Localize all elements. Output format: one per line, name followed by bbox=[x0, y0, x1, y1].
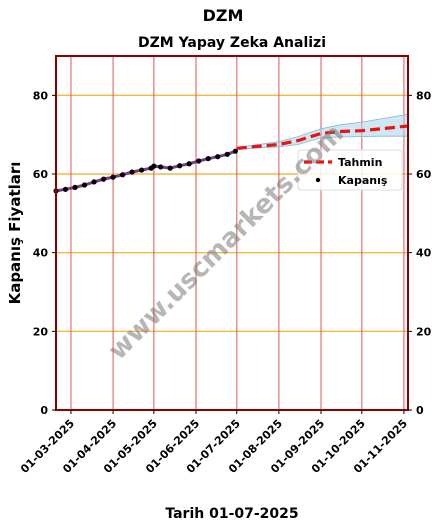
legend-forecast-label: Tahmin bbox=[338, 156, 382, 169]
close-price-point bbox=[72, 184, 78, 190]
x-axis-label: Tarih 01-07-2025 bbox=[165, 506, 299, 522]
y-tick-label-left: 0 bbox=[40, 404, 48, 417]
close-price-point bbox=[215, 154, 221, 160]
y-axis-label: Kapanış Fiyatları bbox=[6, 162, 24, 305]
close-price-point bbox=[177, 163, 183, 169]
close-price-point bbox=[151, 163, 157, 169]
close-price-point bbox=[224, 151, 230, 157]
close-price-point bbox=[129, 169, 135, 175]
close-price-point bbox=[186, 161, 192, 167]
plot-area bbox=[56, 56, 408, 410]
close-price-point bbox=[232, 148, 238, 154]
y-tick-label-left: 40 bbox=[33, 247, 49, 260]
y-tick-label-right: 80 bbox=[416, 89, 432, 102]
close-price-point bbox=[91, 179, 97, 185]
legend-close-label: Kapanış bbox=[338, 174, 388, 187]
y-tick-label-left: 20 bbox=[33, 325, 49, 338]
close-price-point bbox=[196, 158, 202, 164]
y-tick-label-right: 20 bbox=[416, 325, 432, 338]
y-tick-label-right: 0 bbox=[416, 404, 424, 417]
y-tick-label-left: 60 bbox=[33, 168, 49, 181]
close-price-point bbox=[100, 176, 107, 182]
close-price-point bbox=[167, 165, 173, 171]
close-price-point bbox=[119, 172, 126, 178]
close-price-point bbox=[205, 156, 211, 162]
figure-suptitle: DZM bbox=[202, 6, 244, 25]
legend-box bbox=[297, 149, 403, 191]
y-tick-label-left: 80 bbox=[33, 89, 49, 102]
chart-title: DZM Yapay Zeka Analizi bbox=[138, 35, 326, 51]
y-tick-label-right: 60 bbox=[416, 168, 432, 181]
close-price-point bbox=[81, 182, 88, 188]
plot-frame bbox=[55, 55, 409, 411]
forecast-line bbox=[236, 124, 409, 150]
legend-close-swatch bbox=[315, 177, 321, 183]
close-price-point bbox=[62, 186, 69, 192]
y-tick-label-right: 40 bbox=[416, 247, 432, 260]
close-price-point bbox=[110, 174, 116, 180]
close-price-point bbox=[139, 167, 145, 173]
close-price-point bbox=[158, 164, 164, 170]
